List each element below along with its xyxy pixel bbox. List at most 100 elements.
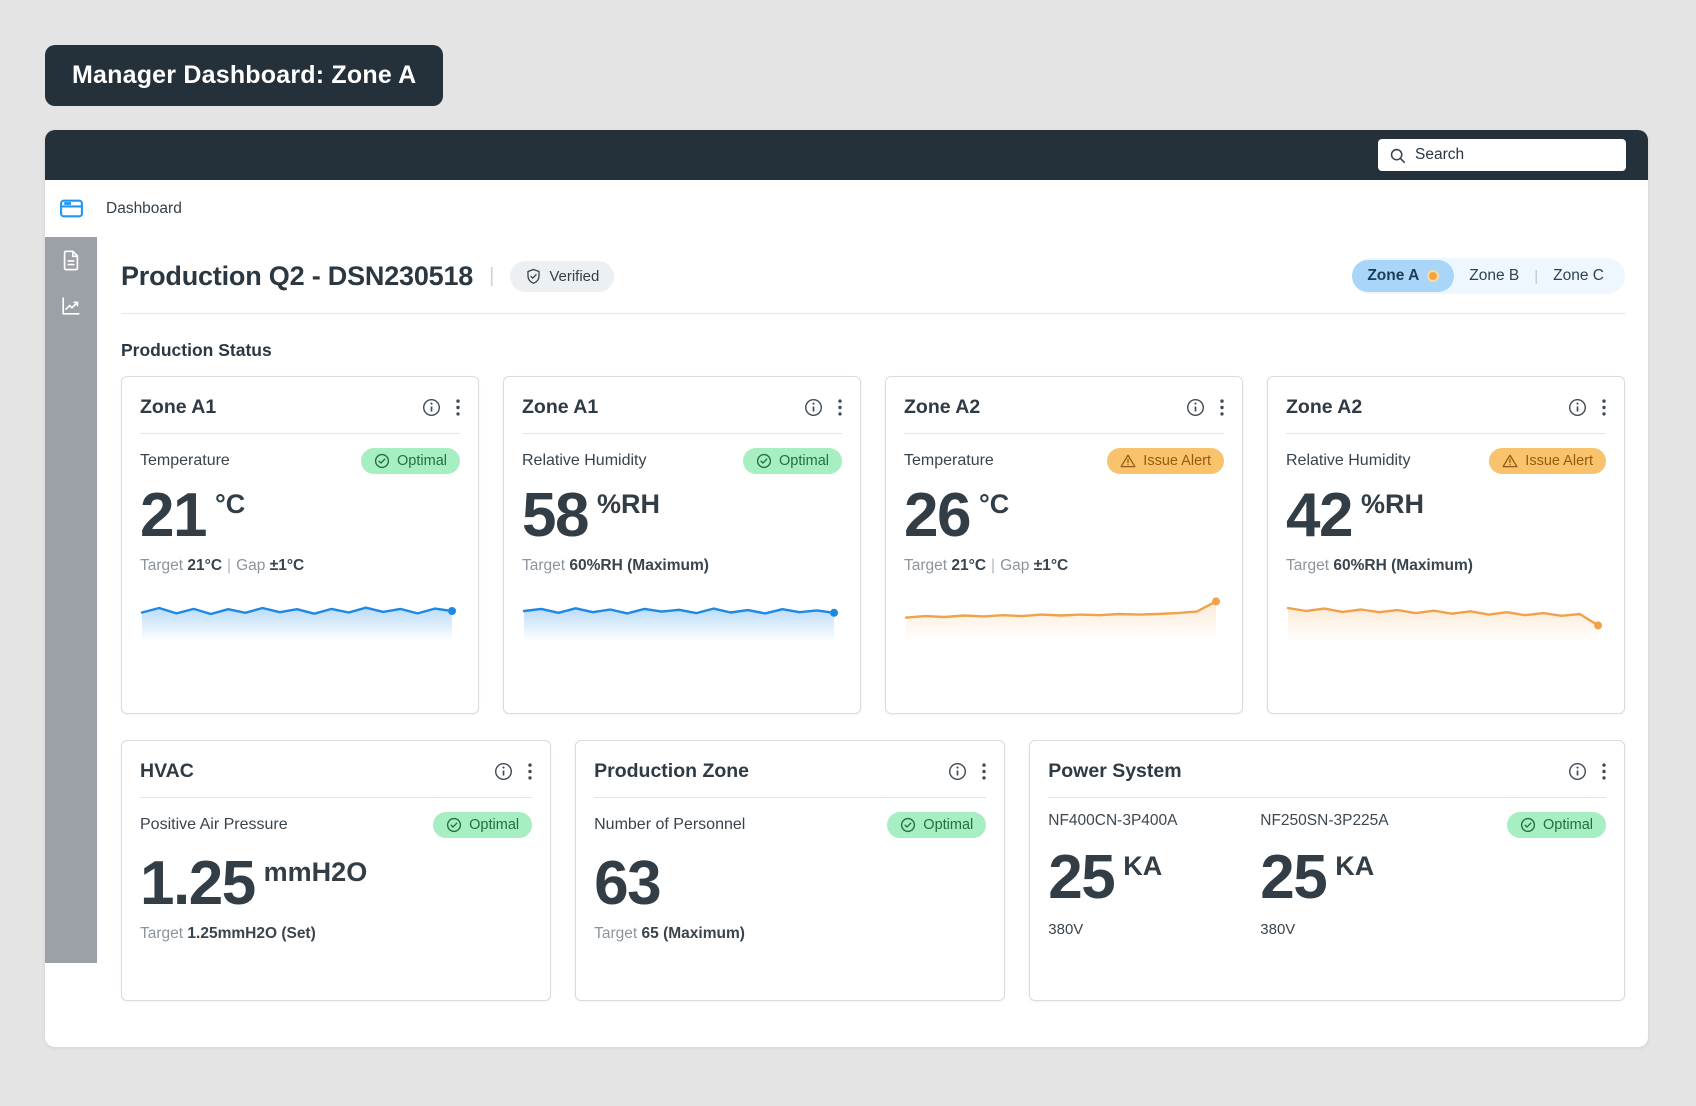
tab-zone-a-label: Zone A	[1367, 267, 1420, 284]
card-title: Power System	[1048, 759, 1182, 782]
status-badge: Optimal	[1507, 812, 1606, 838]
tabs-divider: |	[1534, 267, 1539, 285]
app-window: Dashboard Production Q2 - DSN230518 |	[45, 130, 1648, 1047]
metric-card-grid: Zone A1 Temperature Optimal	[121, 376, 1625, 714]
metric-label: Relative Humidity	[522, 452, 647, 469]
check-circle-icon	[374, 453, 390, 469]
info-icon[interactable]	[1568, 398, 1587, 417]
status-label: Optimal	[397, 453, 447, 469]
check-circle-icon	[756, 453, 772, 469]
verified-badge: Verified	[510, 260, 615, 292]
card-divider	[522, 433, 842, 434]
kebab-menu-icon[interactable]	[1602, 762, 1606, 780]
card-title: Zone A2	[904, 395, 981, 418]
status-label: Issue Alert	[1143, 453, 1211, 469]
tab-zone-b-label: Zone B	[1469, 267, 1520, 284]
warning-triangle-icon	[1120, 454, 1136, 468]
kebab-menu-icon[interactable]	[1220, 398, 1224, 416]
card-divider	[1286, 433, 1606, 434]
breaker-reading: NF250SN-3P225A 25 KA 380V	[1260, 812, 1472, 938]
breaker-voltage: 380V	[1260, 921, 1296, 939]
status-badge: Optimal	[743, 448, 842, 474]
card-production-zone: Production Zone Number of Personnel Opti…	[575, 740, 1006, 1001]
card-divider	[904, 433, 1224, 434]
header-divider	[121, 313, 1625, 314]
card-divider	[594, 797, 987, 798]
status-badge: Issue Alert	[1489, 448, 1606, 474]
chart-trend-icon[interactable]	[60, 295, 82, 317]
metric-value: 1.25	[140, 849, 256, 918]
breaker-voltage: 380V	[1048, 921, 1084, 939]
breaker-unit: KA	[1335, 851, 1375, 881]
tab-zone-c[interactable]: Zone C	[1540, 260, 1617, 292]
target-row: Target 60%RH (Maximum)	[1286, 557, 1473, 575]
document-title: Production Q2 - DSN230518	[121, 260, 474, 291]
verified-label: Verified	[549, 267, 600, 285]
sparkline-chart	[1286, 607, 1603, 646]
status-label: Optimal	[779, 453, 829, 469]
breaker-value: 25	[1260, 843, 1327, 912]
search-input[interactable]	[1415, 146, 1615, 164]
metric-label: Positive Air Pressure	[140, 816, 288, 833]
info-icon[interactable]	[422, 398, 441, 417]
tab-zone-a[interactable]: Zone A	[1352, 260, 1455, 292]
info-icon[interactable]	[1186, 398, 1205, 417]
main-region: Production Q2 - DSN230518 | Verified Zon…	[45, 237, 1648, 1047]
kebab-menu-icon[interactable]	[456, 398, 460, 416]
warning-triangle-icon	[1502, 454, 1518, 468]
metric-label: Relative Humidity	[1286, 452, 1411, 469]
metric-unit: %RH	[596, 489, 660, 519]
card-divider	[140, 433, 460, 434]
card-zone-a2-temperature: Zone A2 Temperature Issue Alert	[885, 376, 1243, 714]
status-badge: Optimal	[887, 812, 987, 838]
card-divider	[1048, 797, 1606, 798]
status-badge: Issue Alert	[1107, 448, 1224, 474]
sparkline-chart	[140, 606, 457, 646]
metric-value: 26	[904, 481, 971, 550]
sidebar	[45, 237, 97, 963]
card-divider	[140, 797, 533, 798]
metric-value: 58	[522, 481, 589, 550]
metric-label: Temperature	[140, 452, 230, 469]
active-zone-dot	[1427, 270, 1440, 282]
kebab-menu-icon[interactable]	[838, 398, 842, 416]
wide-card-grid: HVAC Positive Air Pressure Optimal	[121, 740, 1625, 1001]
metric-value: 42	[1286, 481, 1353, 550]
sparkline-chart	[522, 607, 839, 646]
kebab-menu-icon[interactable]	[982, 762, 986, 780]
card-zone-a2-humidity: Zone A2 Relative Humidity Issue Alert	[1267, 376, 1625, 714]
breaker-model: NF400CN-3P400A	[1048, 812, 1178, 829]
check-circle-icon	[1520, 817, 1536, 833]
metric-unit: °C	[214, 489, 246, 519]
search-box[interactable]	[1378, 139, 1626, 171]
status-label: Issue Alert	[1525, 453, 1593, 469]
document-icon[interactable]	[60, 249, 82, 271]
dashboard-icon[interactable]	[45, 196, 97, 221]
breaker-unit: KA	[1123, 851, 1163, 881]
check-circle-icon	[447, 817, 462, 833]
title-separator: |	[489, 264, 495, 287]
info-icon[interactable]	[494, 762, 513, 781]
info-icon[interactable]	[948, 762, 967, 781]
check-circle-icon	[901, 817, 916, 833]
info-icon[interactable]	[804, 398, 823, 417]
breaker-model: NF250SN-3P225A	[1260, 812, 1389, 829]
status-label: Optimal	[1543, 817, 1593, 833]
target-row: Target 60%RH (Maximum)	[522, 557, 709, 575]
zone-tabs: Zone A Zone B | Zone C	[1352, 258, 1625, 294]
shield-check-icon	[527, 268, 540, 284]
tab-zone-b[interactable]: Zone B	[1456, 260, 1532, 292]
breaker-reading: NF400CN-3P400A 25 KA 380V	[1048, 812, 1260, 938]
dashboard-nav-row[interactable]: Dashboard	[45, 180, 1648, 237]
card-title: Zone A1	[140, 395, 217, 418]
info-icon[interactable]	[1568, 762, 1587, 781]
metric-value: 21	[140, 481, 207, 550]
kebab-menu-icon[interactable]	[1602, 398, 1606, 416]
dashboard-nav-label: Dashboard	[106, 199, 182, 217]
card-title: Zone A1	[522, 395, 599, 418]
metric-unit: %RH	[1360, 489, 1424, 519]
metric-value: 63	[594, 849, 661, 918]
status-label: Optimal	[923, 817, 974, 833]
card-hvac: HVAC Positive Air Pressure Optimal	[121, 740, 552, 1001]
kebab-menu-icon[interactable]	[528, 762, 532, 780]
